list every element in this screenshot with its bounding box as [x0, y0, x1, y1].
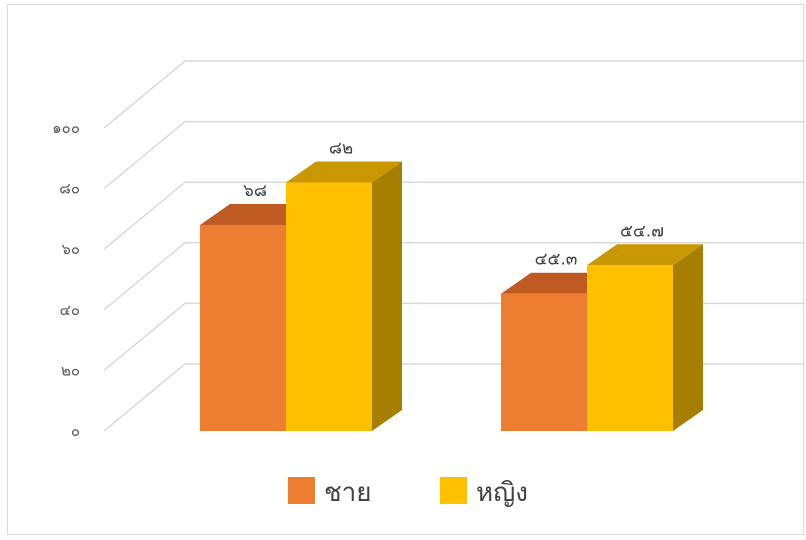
data-label: ๖๘ [243, 181, 267, 201]
y-tick-label: ๒๐ [61, 361, 80, 379]
legend-swatch-2 [440, 477, 467, 504]
bar-series2-2 [587, 265, 673, 431]
bar-series2-1-side [372, 161, 402, 432]
legend-label-2: หญิง [476, 478, 528, 508]
data-label: ๔๕.๓ [535, 250, 578, 270]
gridline [103, 60, 805, 129]
bar-series1-1 [200, 224, 286, 431]
y-tick-label: ๖๐ [61, 240, 80, 258]
legend-swatch-1 [288, 477, 315, 504]
y-tick-label: ๘๐ [59, 180, 80, 198]
data-label: ๘๒ [329, 139, 353, 159]
bar-series2-1-top [286, 161, 402, 183]
bar-series2-1 [286, 182, 372, 431]
bar-series2-2-side [673, 244, 703, 431]
y-tick-label: ๔๐ [59, 301, 80, 319]
gridline [103, 120, 805, 190]
bar-series2-2-top [587, 244, 703, 266]
y-tick-label: ๐ [71, 422, 80, 440]
chart-frame: ๐ ๒๐ ๔๐ ๖๐ ๘๐ ๑๐๐๖๘๔๕.๓ ๘๒๕๔.๗ชาย หญิง [7, 4, 805, 535]
gridline [103, 242, 805, 311]
data-label: ๕๔.๗ [620, 221, 664, 241]
bar-series1-2 [501, 293, 587, 431]
y-tick-label: ๑๐๐ [52, 119, 80, 137]
gridline [103, 181, 805, 250]
legend-label-1: ชาย [324, 478, 371, 508]
